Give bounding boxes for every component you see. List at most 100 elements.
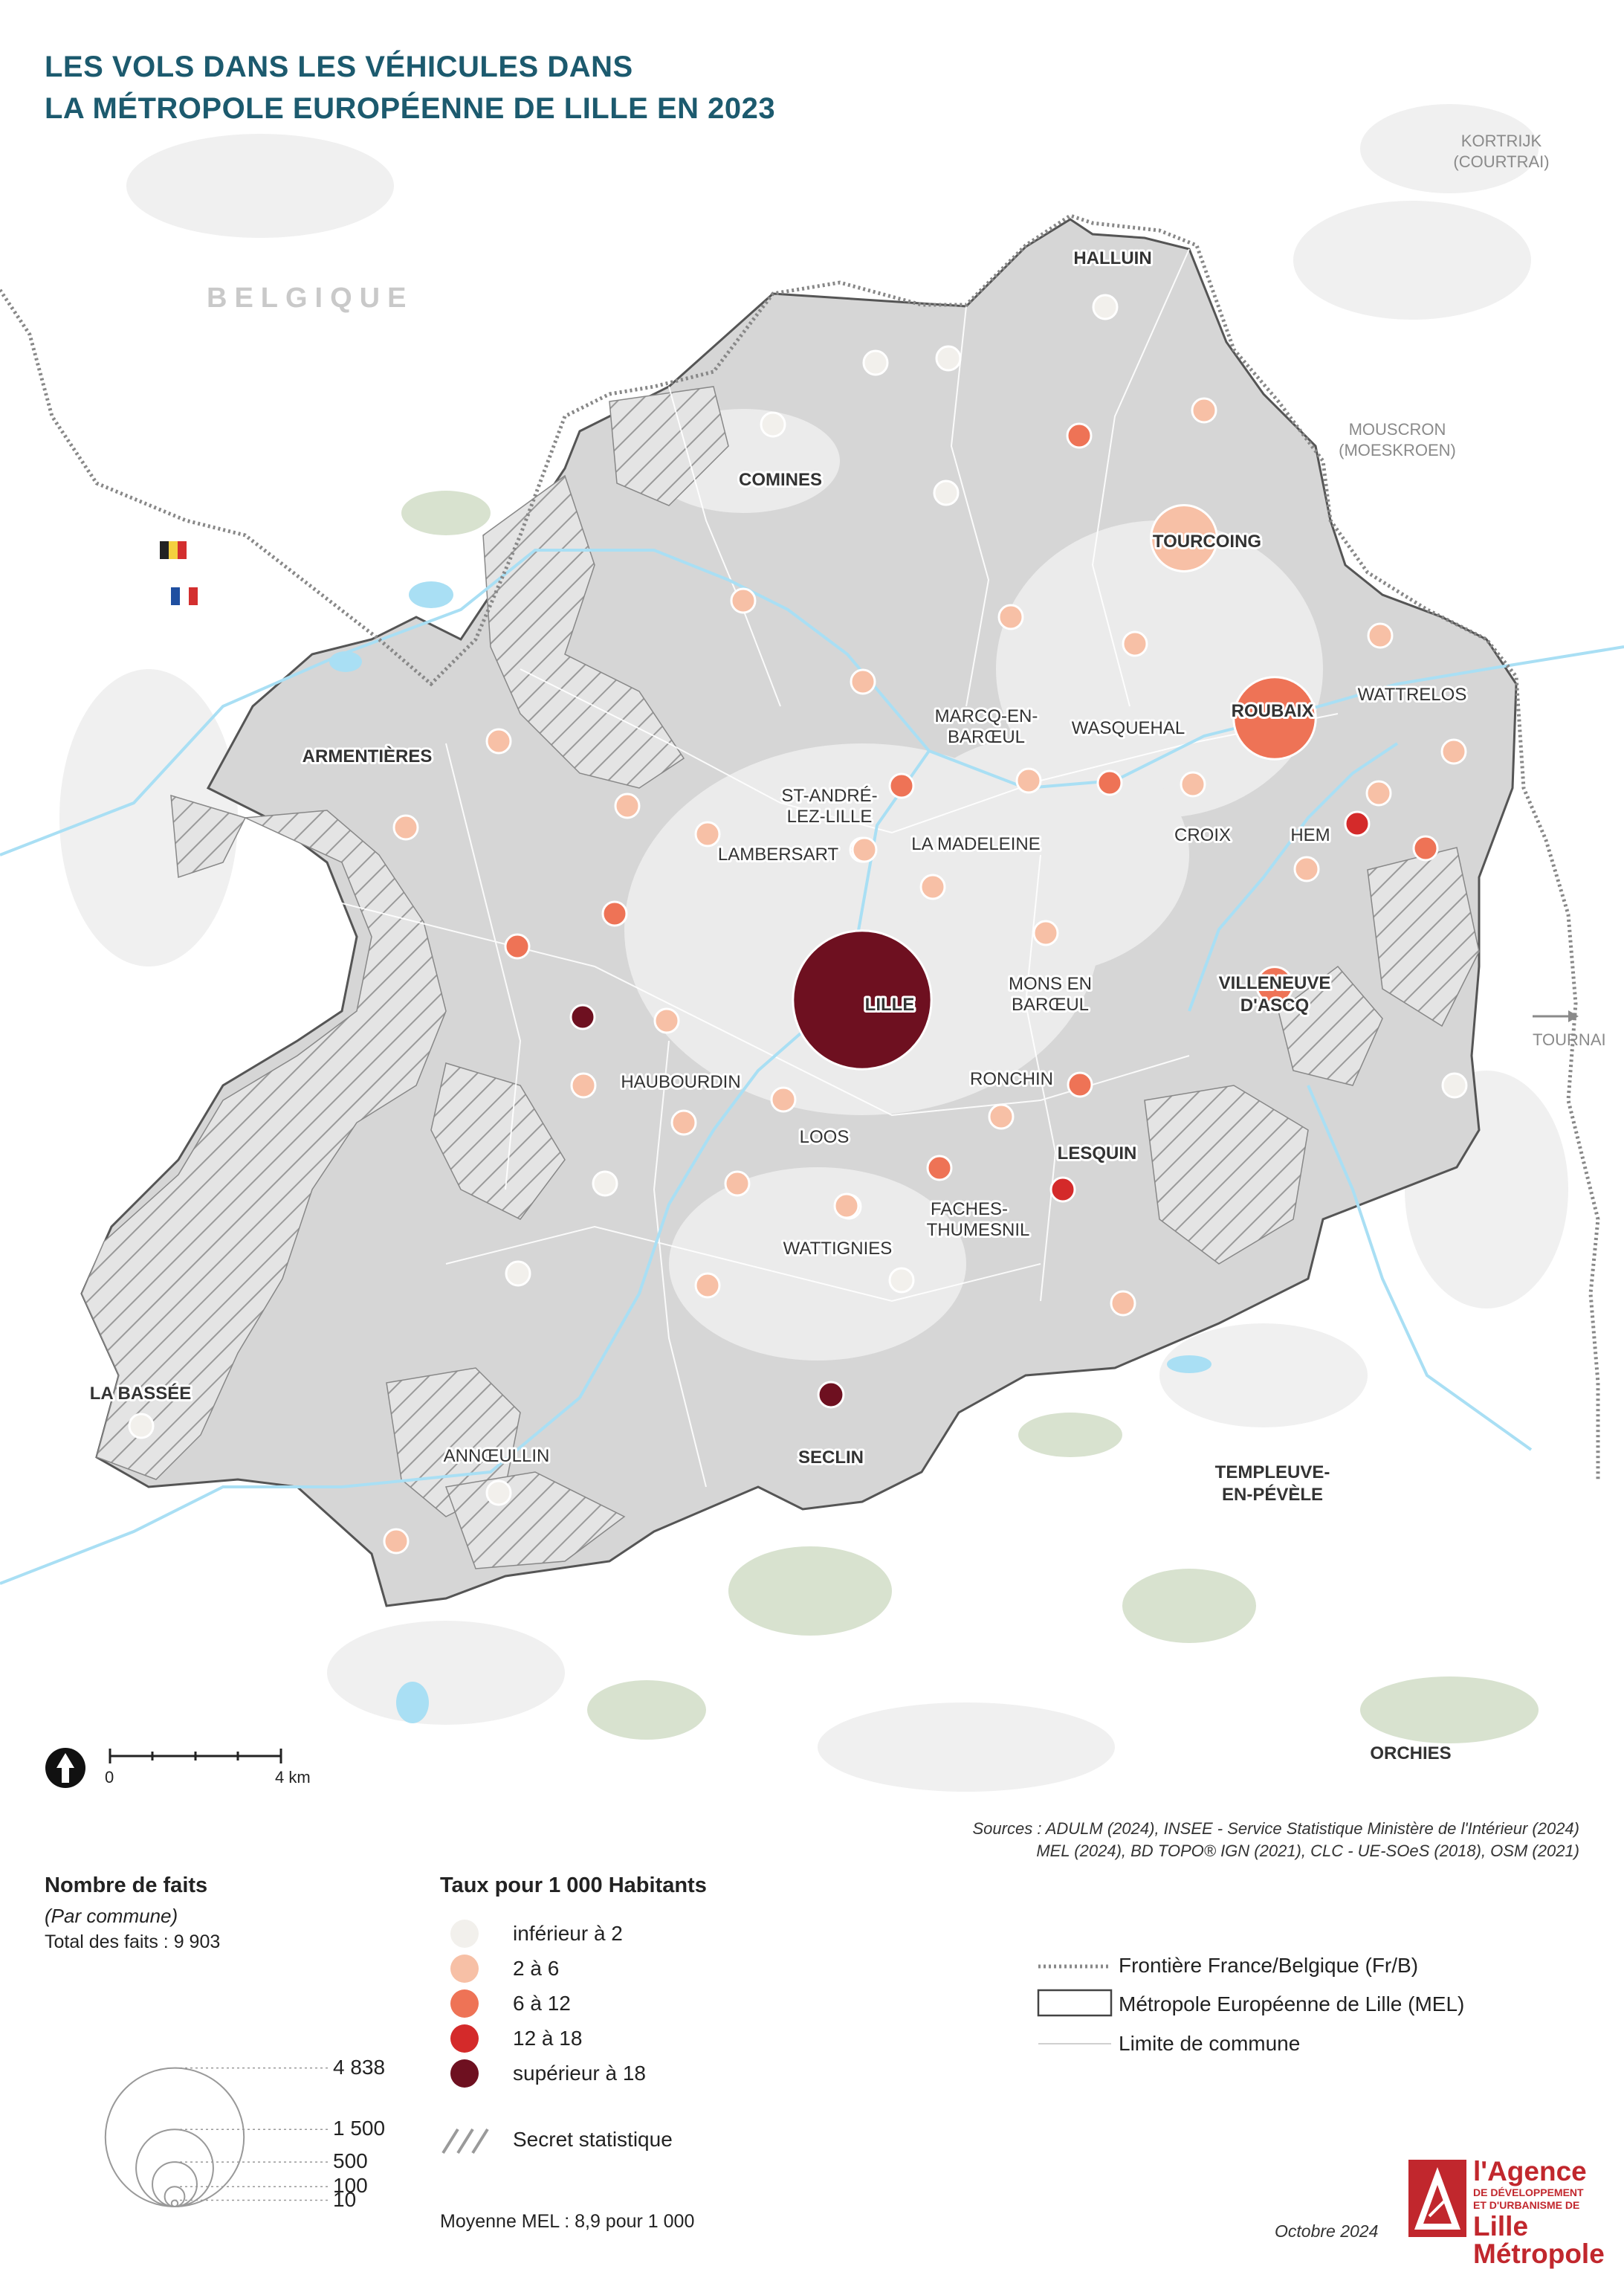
- commune-bubble: [792, 929, 933, 1071]
- class-swatch: [450, 1989, 479, 2018]
- label-courtrai: (COURTRAI): [1453, 152, 1549, 171]
- forest-patch: [1122, 1569, 1256, 1643]
- commune-bubble: [851, 836, 878, 863]
- place-label: ANNŒULLIN: [444, 1446, 550, 1466]
- urban-patch: [327, 1621, 565, 1725]
- commune-bubble: [485, 1479, 512, 1506]
- place-label: WATTIGNIES: [783, 1239, 893, 1259]
- commune-bubble: [1049, 1176, 1076, 1203]
- class-swatch: [450, 2059, 479, 2088]
- logo-line-3: ET D'URBANISME DE: [1473, 2199, 1580, 2211]
- urban-patch: [1293, 201, 1531, 320]
- secret-zone: [1278, 965, 1383, 1086]
- forest-patch: [728, 1546, 892, 1636]
- commune-bubble: [570, 1072, 597, 1099]
- place-label: ARMENTIÈRES: [303, 746, 433, 766]
- commune-bubble: [1180, 771, 1206, 798]
- commune-bubble: [1150, 504, 1218, 572]
- commune-bubble: [833, 1192, 860, 1219]
- commune-bubble: [1441, 1072, 1468, 1099]
- commune-limit: [653, 1040, 707, 1488]
- commune-limit: [1091, 248, 1190, 707]
- class-label: supérieur à 18: [513, 2062, 647, 2085]
- commune-bubble: [919, 874, 946, 900]
- commune-bubble: [850, 668, 876, 695]
- secret-zone: [430, 1062, 566, 1220]
- urban-patch: [818, 1702, 1115, 1792]
- place-label: D'ASCQ: [1240, 995, 1309, 1016]
- urban-patch: [59, 669, 238, 966]
- urban-patches: [59, 104, 1568, 1792]
- france-belgium-border: [0, 213, 1600, 1479]
- place-labels: HALLUIN COMINES TOURCOING ROUBAIX WATTRELOS A…: [88, 246, 1469, 1766]
- size-legend-circle: [104, 2067, 245, 2207]
- map-title: LES VOLS DANS LES VÉHICULES DANS LA MÉTR…: [45, 46, 775, 129]
- place-label: LOOS: [800, 1127, 850, 1147]
- place-label: WASQUEHAL: [1072, 718, 1185, 738]
- commune-bubble: [1015, 767, 1042, 794]
- creek: [1307, 1085, 1533, 1451]
- commune-bubble: [1255, 966, 1294, 1004]
- lake: [409, 581, 453, 608]
- class-label: inférieur à 2: [513, 1922, 623, 1945]
- commune-bubble: [760, 411, 786, 438]
- north-arrow-icon: [45, 1748, 85, 1788]
- commune-bubble: [653, 1007, 680, 1034]
- place-label: CROIX: [1174, 825, 1231, 845]
- scale-end: 4 km: [275, 1768, 311, 1787]
- commune-limit: [950, 306, 990, 707]
- commune-bubble: [505, 1260, 531, 1287]
- commune-bubbles: [128, 294, 1468, 1555]
- secret-label: Secret statistique: [513, 2128, 673, 2151]
- place-label: EN-PÉVÈLE: [1222, 1484, 1323, 1505]
- commune-bubble: [1066, 422, 1093, 449]
- commune-bubble: [1191, 397, 1217, 424]
- commune-bubble: [1110, 1290, 1136, 1317]
- forest-patch: [401, 491, 491, 535]
- commune-bubble: [694, 1272, 721, 1299]
- place-label: TEMPLEUVE-: [1215, 1462, 1330, 1482]
- size-legend-circle: [135, 2128, 214, 2207]
- title-line-1: LES VOLS DANS LES VÉHICULES DANS: [45, 51, 633, 83]
- scale-zero: 0: [105, 1768, 114, 1787]
- class-swatch: [450, 2024, 479, 2053]
- secret-zone: [170, 794, 247, 879]
- place-label: LA MADELEINE: [911, 834, 1040, 854]
- place-label: WATTRELOS: [1358, 685, 1467, 705]
- place-label: COMINES: [739, 470, 822, 490]
- commune-bubble: [614, 793, 641, 819]
- logo-line-4: Lille Métropole: [1473, 2211, 1605, 2269]
- commune-bubble: [601, 900, 628, 927]
- place-label: MONS EN: [1009, 974, 1092, 994]
- place-label: SECLIN: [798, 1447, 864, 1468]
- place-label: RONCHIN: [970, 1069, 1053, 1089]
- commune-bubble: [383, 1528, 410, 1555]
- place-label: BARŒUL: [1012, 995, 1089, 1015]
- commune-bubble: [392, 814, 419, 841]
- mel-symbol: [1037, 1989, 1113, 2017]
- commune-limit: [445, 743, 522, 1190]
- place-label: LESQUIN: [1058, 1143, 1137, 1163]
- size-legend-subtitle: (Par commune): [45, 1905, 178, 1927]
- forest-patch: [587, 1680, 706, 1740]
- class-swatch: [450, 1920, 479, 1948]
- urban-core-area: [669, 1167, 966, 1361]
- size-legend-circles: [104, 2067, 331, 2208]
- commune-legend-label: Limite de commune: [1119, 2032, 1301, 2055]
- commune-bubble: [670, 1109, 697, 1136]
- secret-zone: [609, 386, 729, 506]
- logo-line-1: l'Agence: [1473, 2156, 1587, 2186]
- urban-patch: [1159, 1323, 1368, 1427]
- commune-bubble: [770, 1086, 797, 1113]
- commune-bubble: [504, 933, 531, 960]
- mel-legend-label: Métropole Européenne de Lille (MEL): [1119, 1992, 1465, 2015]
- belgium-flag: [160, 541, 187, 559]
- commune-limit: [297, 891, 1190, 1117]
- secret-zone: [81, 810, 447, 1480]
- commune-bubble: [592, 1170, 618, 1197]
- commune-bubble: [569, 1004, 596, 1030]
- place-label: ROUBAIX: [1232, 701, 1314, 721]
- place-label: THUMESNIL: [927, 1220, 1030, 1240]
- commune-limit: [668, 386, 781, 707]
- publication-date: Octobre 2024: [1275, 2221, 1379, 2241]
